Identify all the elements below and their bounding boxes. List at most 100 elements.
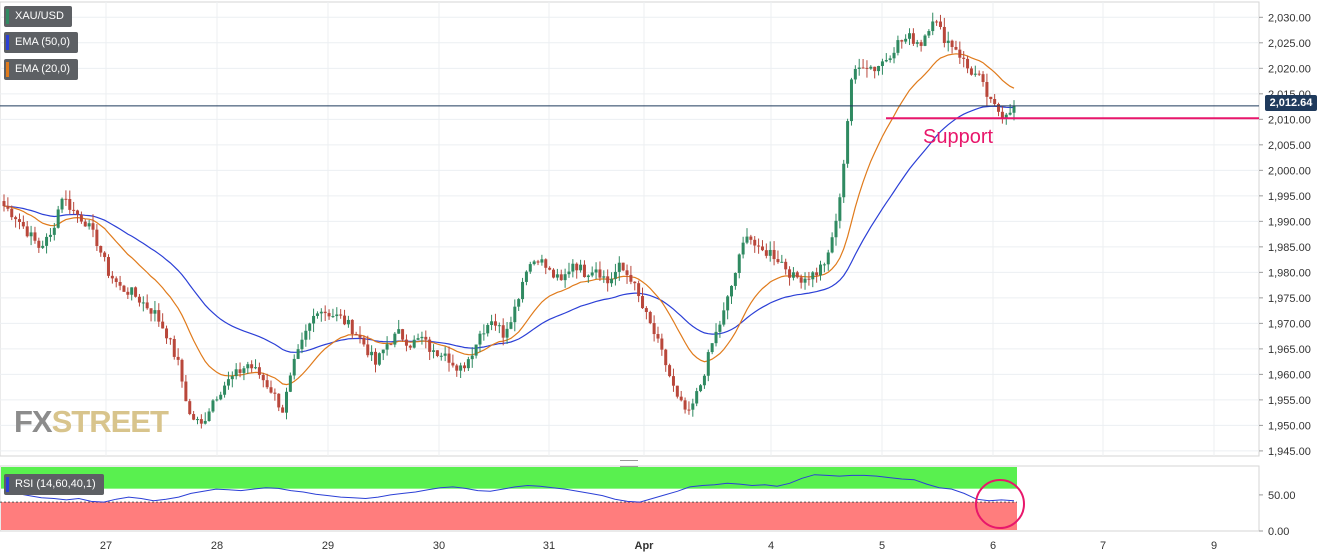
candle-body bbox=[911, 33, 915, 44]
candle-body bbox=[261, 374, 265, 381]
candle-body bbox=[633, 281, 637, 284]
candle-body bbox=[327, 313, 331, 317]
ema20-swatch-icon bbox=[6, 62, 9, 77]
candle-body bbox=[625, 270, 629, 275]
candle-body bbox=[37, 240, 41, 248]
candle-body bbox=[161, 321, 165, 329]
candle-body bbox=[652, 323, 656, 335]
candle-body bbox=[230, 376, 234, 380]
candle-body bbox=[141, 302, 145, 304]
candle-body bbox=[281, 407, 285, 413]
candle-body bbox=[768, 249, 772, 256]
x-tick-label: 28 bbox=[211, 540, 223, 552]
candle-body bbox=[888, 58, 892, 61]
candle-body bbox=[819, 264, 823, 276]
candle-body bbox=[401, 329, 405, 340]
ema50-swatch-icon bbox=[6, 35, 9, 50]
candle-body bbox=[842, 163, 846, 198]
candle-body bbox=[362, 337, 366, 345]
candle-body bbox=[1004, 114, 1008, 119]
y-tick-label: 2,020.00 bbox=[1268, 63, 1311, 75]
symbol-legend[interactable]: XAU/USD bbox=[4, 6, 72, 27]
candle-body bbox=[21, 221, 25, 227]
candle-body bbox=[1012, 105, 1016, 113]
x-tick-label: Apr bbox=[635, 540, 655, 552]
candle-body bbox=[377, 353, 381, 365]
candle-body bbox=[760, 246, 764, 251]
candle-body bbox=[962, 57, 966, 59]
candle-body bbox=[416, 338, 420, 340]
candle-body bbox=[660, 338, 664, 350]
candle-body bbox=[234, 369, 238, 377]
candle-body bbox=[958, 49, 962, 58]
candle-body bbox=[501, 325, 505, 338]
candle-body bbox=[710, 343, 714, 353]
candle-body bbox=[389, 344, 393, 346]
candle-body bbox=[273, 392, 277, 394]
ema-20-line bbox=[3, 53, 1015, 386]
candle-body bbox=[462, 365, 466, 369]
candle-body bbox=[923, 35, 927, 46]
ema20-legend[interactable]: EMA (20,0) bbox=[4, 59, 79, 80]
candle-body bbox=[269, 387, 273, 393]
candle-body bbox=[919, 42, 923, 46]
candle-body bbox=[505, 328, 509, 338]
candle-body bbox=[977, 73, 981, 75]
x-tick-label: 31 bbox=[543, 540, 555, 552]
candle-body bbox=[439, 355, 443, 357]
candle-body bbox=[385, 344, 389, 350]
rsi-legend[interactable]: RSI (14,60,40,1) bbox=[4, 474, 104, 495]
ema50-legend[interactable]: EMA (50,0) bbox=[4, 32, 79, 53]
candle-body bbox=[304, 330, 308, 340]
candle-body bbox=[915, 42, 919, 44]
candle-body bbox=[993, 99, 997, 105]
candle-body bbox=[737, 254, 741, 273]
candle-body bbox=[420, 336, 424, 339]
candle-body bbox=[192, 414, 196, 420]
candle-body bbox=[137, 296, 141, 303]
candle-body bbox=[571, 263, 575, 272]
candle-body bbox=[931, 21, 935, 32]
candle-body bbox=[586, 275, 590, 278]
candle-body bbox=[370, 351, 374, 356]
candle-body bbox=[72, 209, 76, 211]
y-tick-label: 2,010.00 bbox=[1268, 114, 1311, 126]
candle-body bbox=[195, 419, 199, 421]
candle-body bbox=[226, 379, 230, 386]
rsi-highlight-circle bbox=[975, 479, 1025, 529]
candle-body bbox=[2, 201, 6, 207]
candle-body bbox=[308, 323, 312, 331]
candle-body bbox=[679, 396, 683, 401]
candle-body bbox=[10, 208, 14, 218]
candle-body bbox=[238, 369, 242, 373]
candle-body bbox=[157, 310, 161, 322]
x-tick-label: 27 bbox=[100, 540, 112, 552]
candle-body bbox=[791, 272, 795, 278]
candle-body bbox=[776, 259, 780, 263]
candle-body bbox=[145, 302, 149, 309]
candle-body bbox=[904, 38, 908, 42]
candle-body bbox=[1000, 111, 1004, 119]
candle-body bbox=[559, 274, 563, 281]
candle-body bbox=[989, 96, 993, 100]
candle-body bbox=[946, 40, 950, 43]
candle-body bbox=[219, 394, 223, 400]
candle-body bbox=[590, 272, 594, 276]
pane-resize-handle[interactable] bbox=[620, 460, 638, 467]
candle-body bbox=[849, 79, 853, 122]
y-tick-label: 1,945.00 bbox=[1268, 446, 1311, 458]
candle-body bbox=[17, 219, 21, 222]
candle-body bbox=[598, 269, 602, 278]
candle-body bbox=[788, 269, 792, 278]
candle-body bbox=[892, 52, 896, 59]
candle-body bbox=[683, 400, 687, 410]
candle-body bbox=[524, 271, 528, 282]
candle-body bbox=[455, 365, 459, 371]
candle-body bbox=[869, 66, 873, 69]
candle-body bbox=[513, 306, 517, 323]
candle-body bbox=[815, 272, 819, 276]
candle-body bbox=[985, 81, 989, 97]
candle-body bbox=[56, 209, 60, 228]
candle-body bbox=[900, 40, 904, 42]
